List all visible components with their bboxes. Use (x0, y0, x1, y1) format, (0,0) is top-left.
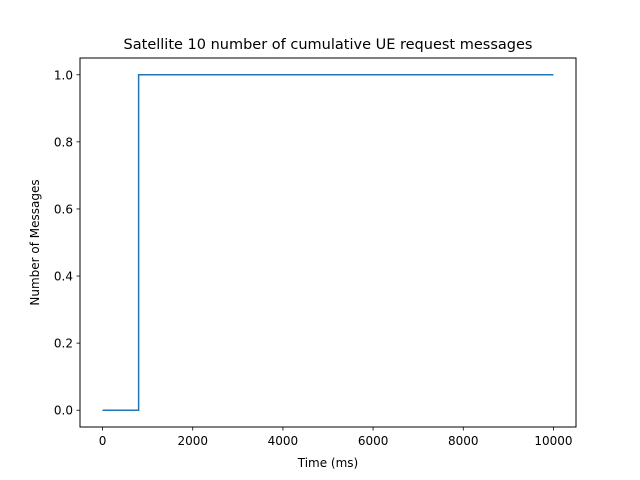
series-line-0 (102, 74, 554, 411)
x-axis-label: Time (ms) (297, 456, 359, 470)
x-axis: 0 2000 4000 6000 8000 10000 (99, 427, 573, 448)
x-tick-label: 8000 (448, 434, 479, 448)
y-tick-label: 0.8 (54, 135, 73, 149)
y-tick-label: 0.6 (54, 202, 73, 216)
chart-title: Satellite 10 number of cumulative UE req… (124, 37, 533, 53)
x-tick-label: 10000 (534, 434, 572, 448)
x-tick-label: 0 (99, 434, 107, 448)
plot-area (102, 74, 554, 411)
y-tick-label: 1.0 (54, 68, 73, 82)
y-axis-label: Number of Messages (28, 179, 42, 305)
x-tick-label: 6000 (358, 434, 389, 448)
y-tick-label: 0.4 (54, 270, 73, 284)
y-tick-label: 0.2 (54, 337, 73, 351)
y-axis: 0.0 0.2 0.4 0.6 0.8 1.0 (54, 68, 80, 418)
y-tick-label: 0.0 (54, 404, 73, 418)
axes-frame (79, 57, 577, 428)
x-tick-label: 2000 (177, 434, 208, 448)
x-tick-label: 4000 (268, 434, 299, 448)
